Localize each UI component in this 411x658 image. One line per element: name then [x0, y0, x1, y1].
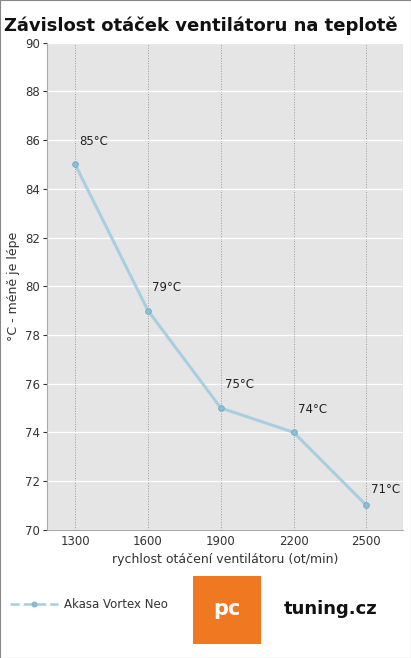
X-axis label: rychlost otáčení ventilátoru (ot/min): rychlost otáčení ventilátoru (ot/min)	[112, 553, 338, 566]
Text: Závislost otáček ventilátoru na teplotě: Závislost otáček ventilátoru na teplotě	[4, 16, 398, 35]
Text: 79°C: 79°C	[152, 281, 182, 294]
Y-axis label: °C - méně je lépe: °C - méně je lépe	[7, 232, 20, 341]
Text: pc: pc	[213, 599, 241, 619]
Text: tuning.cz: tuning.cz	[284, 600, 378, 618]
Text: 74°C: 74°C	[298, 403, 327, 416]
Text: 85°C: 85°C	[80, 135, 109, 148]
Text: Akasa Vortex Neo: Akasa Vortex Neo	[64, 598, 168, 611]
FancyBboxPatch shape	[193, 576, 261, 644]
Text: 75°C: 75°C	[225, 378, 254, 392]
Text: 71°C: 71°C	[371, 483, 400, 496]
